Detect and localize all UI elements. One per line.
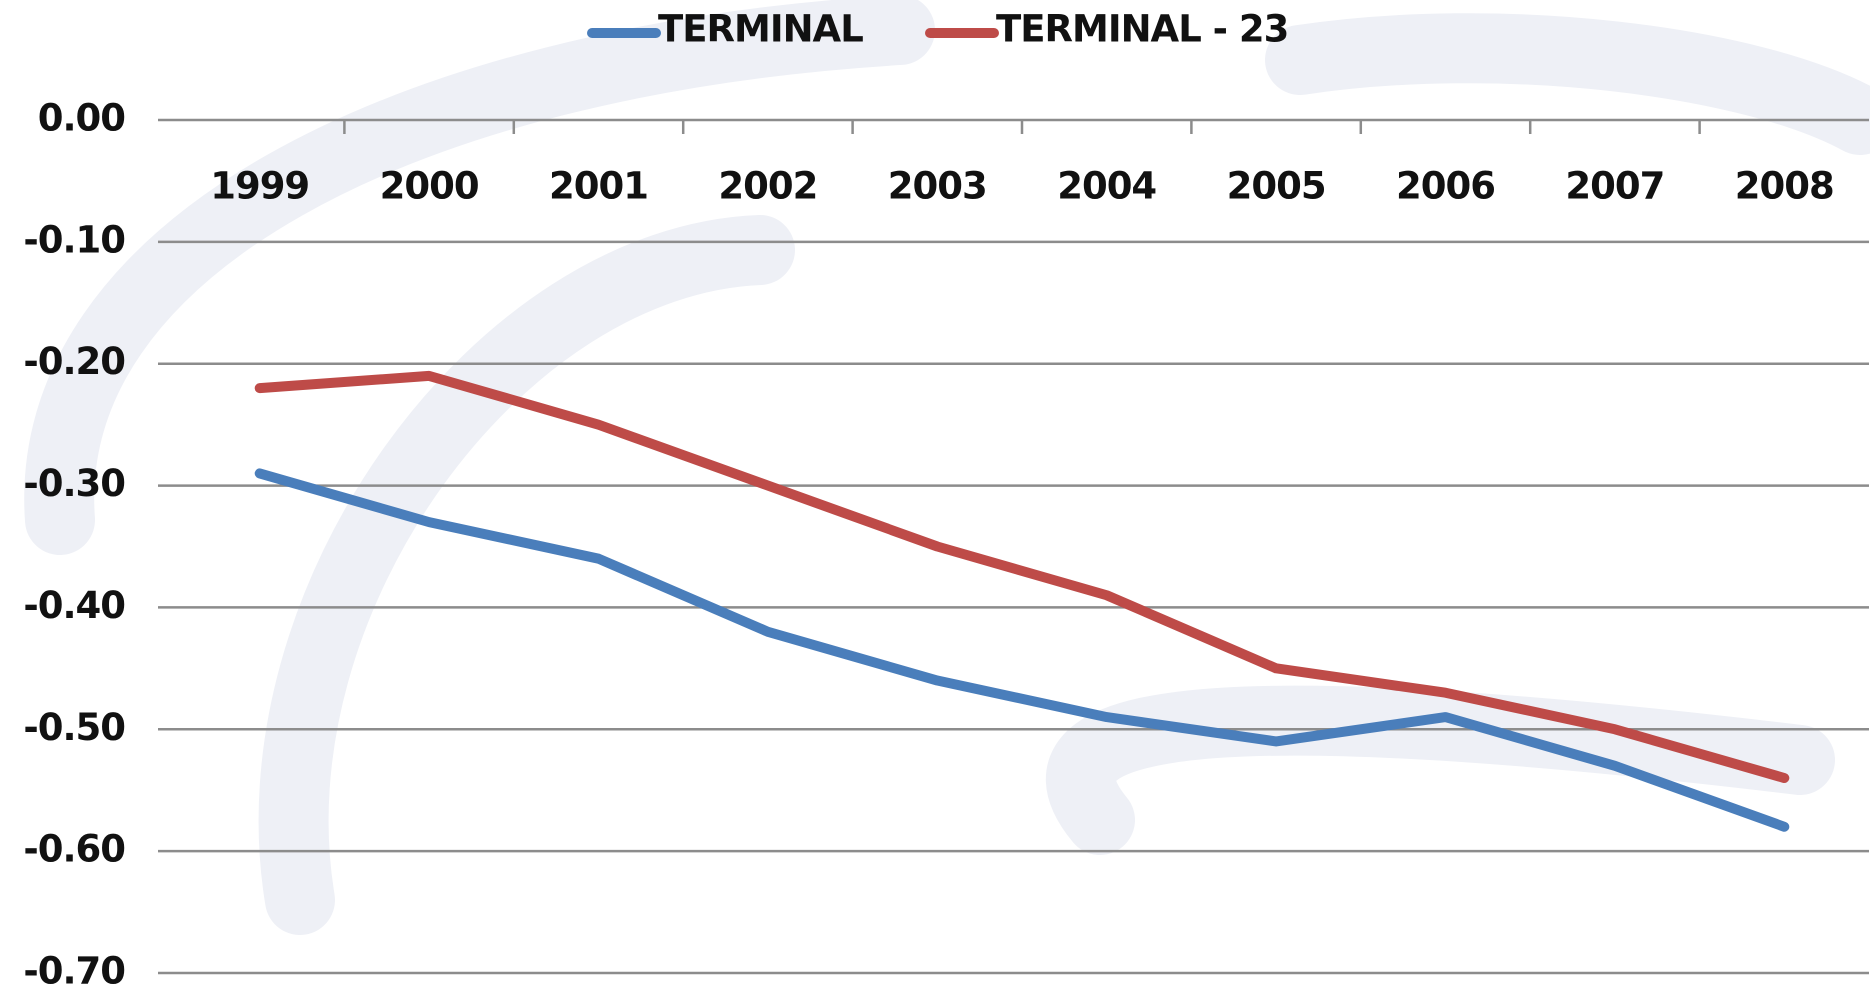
- x-tick-label: 2001: [549, 165, 648, 208]
- x-tick-label: 2005: [1227, 165, 1326, 208]
- x-tick-label: 2008: [1735, 165, 1834, 208]
- x-tick-label: 2004: [1057, 165, 1156, 208]
- swirl: [1265, 13, 1870, 155]
- y-tick-label: 0.00: [38, 97, 125, 140]
- series-line: [254, 370, 1790, 784]
- x-tick-label: 1999: [210, 165, 309, 208]
- legend-label: TERMINAL: [658, 8, 863, 51]
- x-tick-label: 2000: [380, 165, 479, 208]
- x-tick-label: 2003: [888, 165, 987, 208]
- y-tick-label: -0.30: [23, 462, 125, 505]
- y-tick-label: -0.20: [23, 340, 125, 383]
- y-tick-label: -0.40: [23, 584, 125, 627]
- x-tick-label: 2002: [718, 165, 817, 208]
- background-swirls: [24, 0, 1870, 935]
- swirl: [1046, 685, 1835, 855]
- x-tick-label: 2006: [1396, 165, 1495, 208]
- y-tick-label: -0.60: [23, 828, 125, 871]
- y-tick-label: -0.70: [23, 950, 125, 993]
- swirl: [258, 215, 795, 935]
- y-tick-label: -0.50: [23, 706, 125, 749]
- series-line: [254, 468, 1790, 832]
- y-tick-label: -0.10: [23, 218, 125, 261]
- legend-label: TERMINAL - 23: [996, 8, 1288, 51]
- swirl: [24, 0, 935, 555]
- x-tick-label: 2007: [1565, 165, 1664, 208]
